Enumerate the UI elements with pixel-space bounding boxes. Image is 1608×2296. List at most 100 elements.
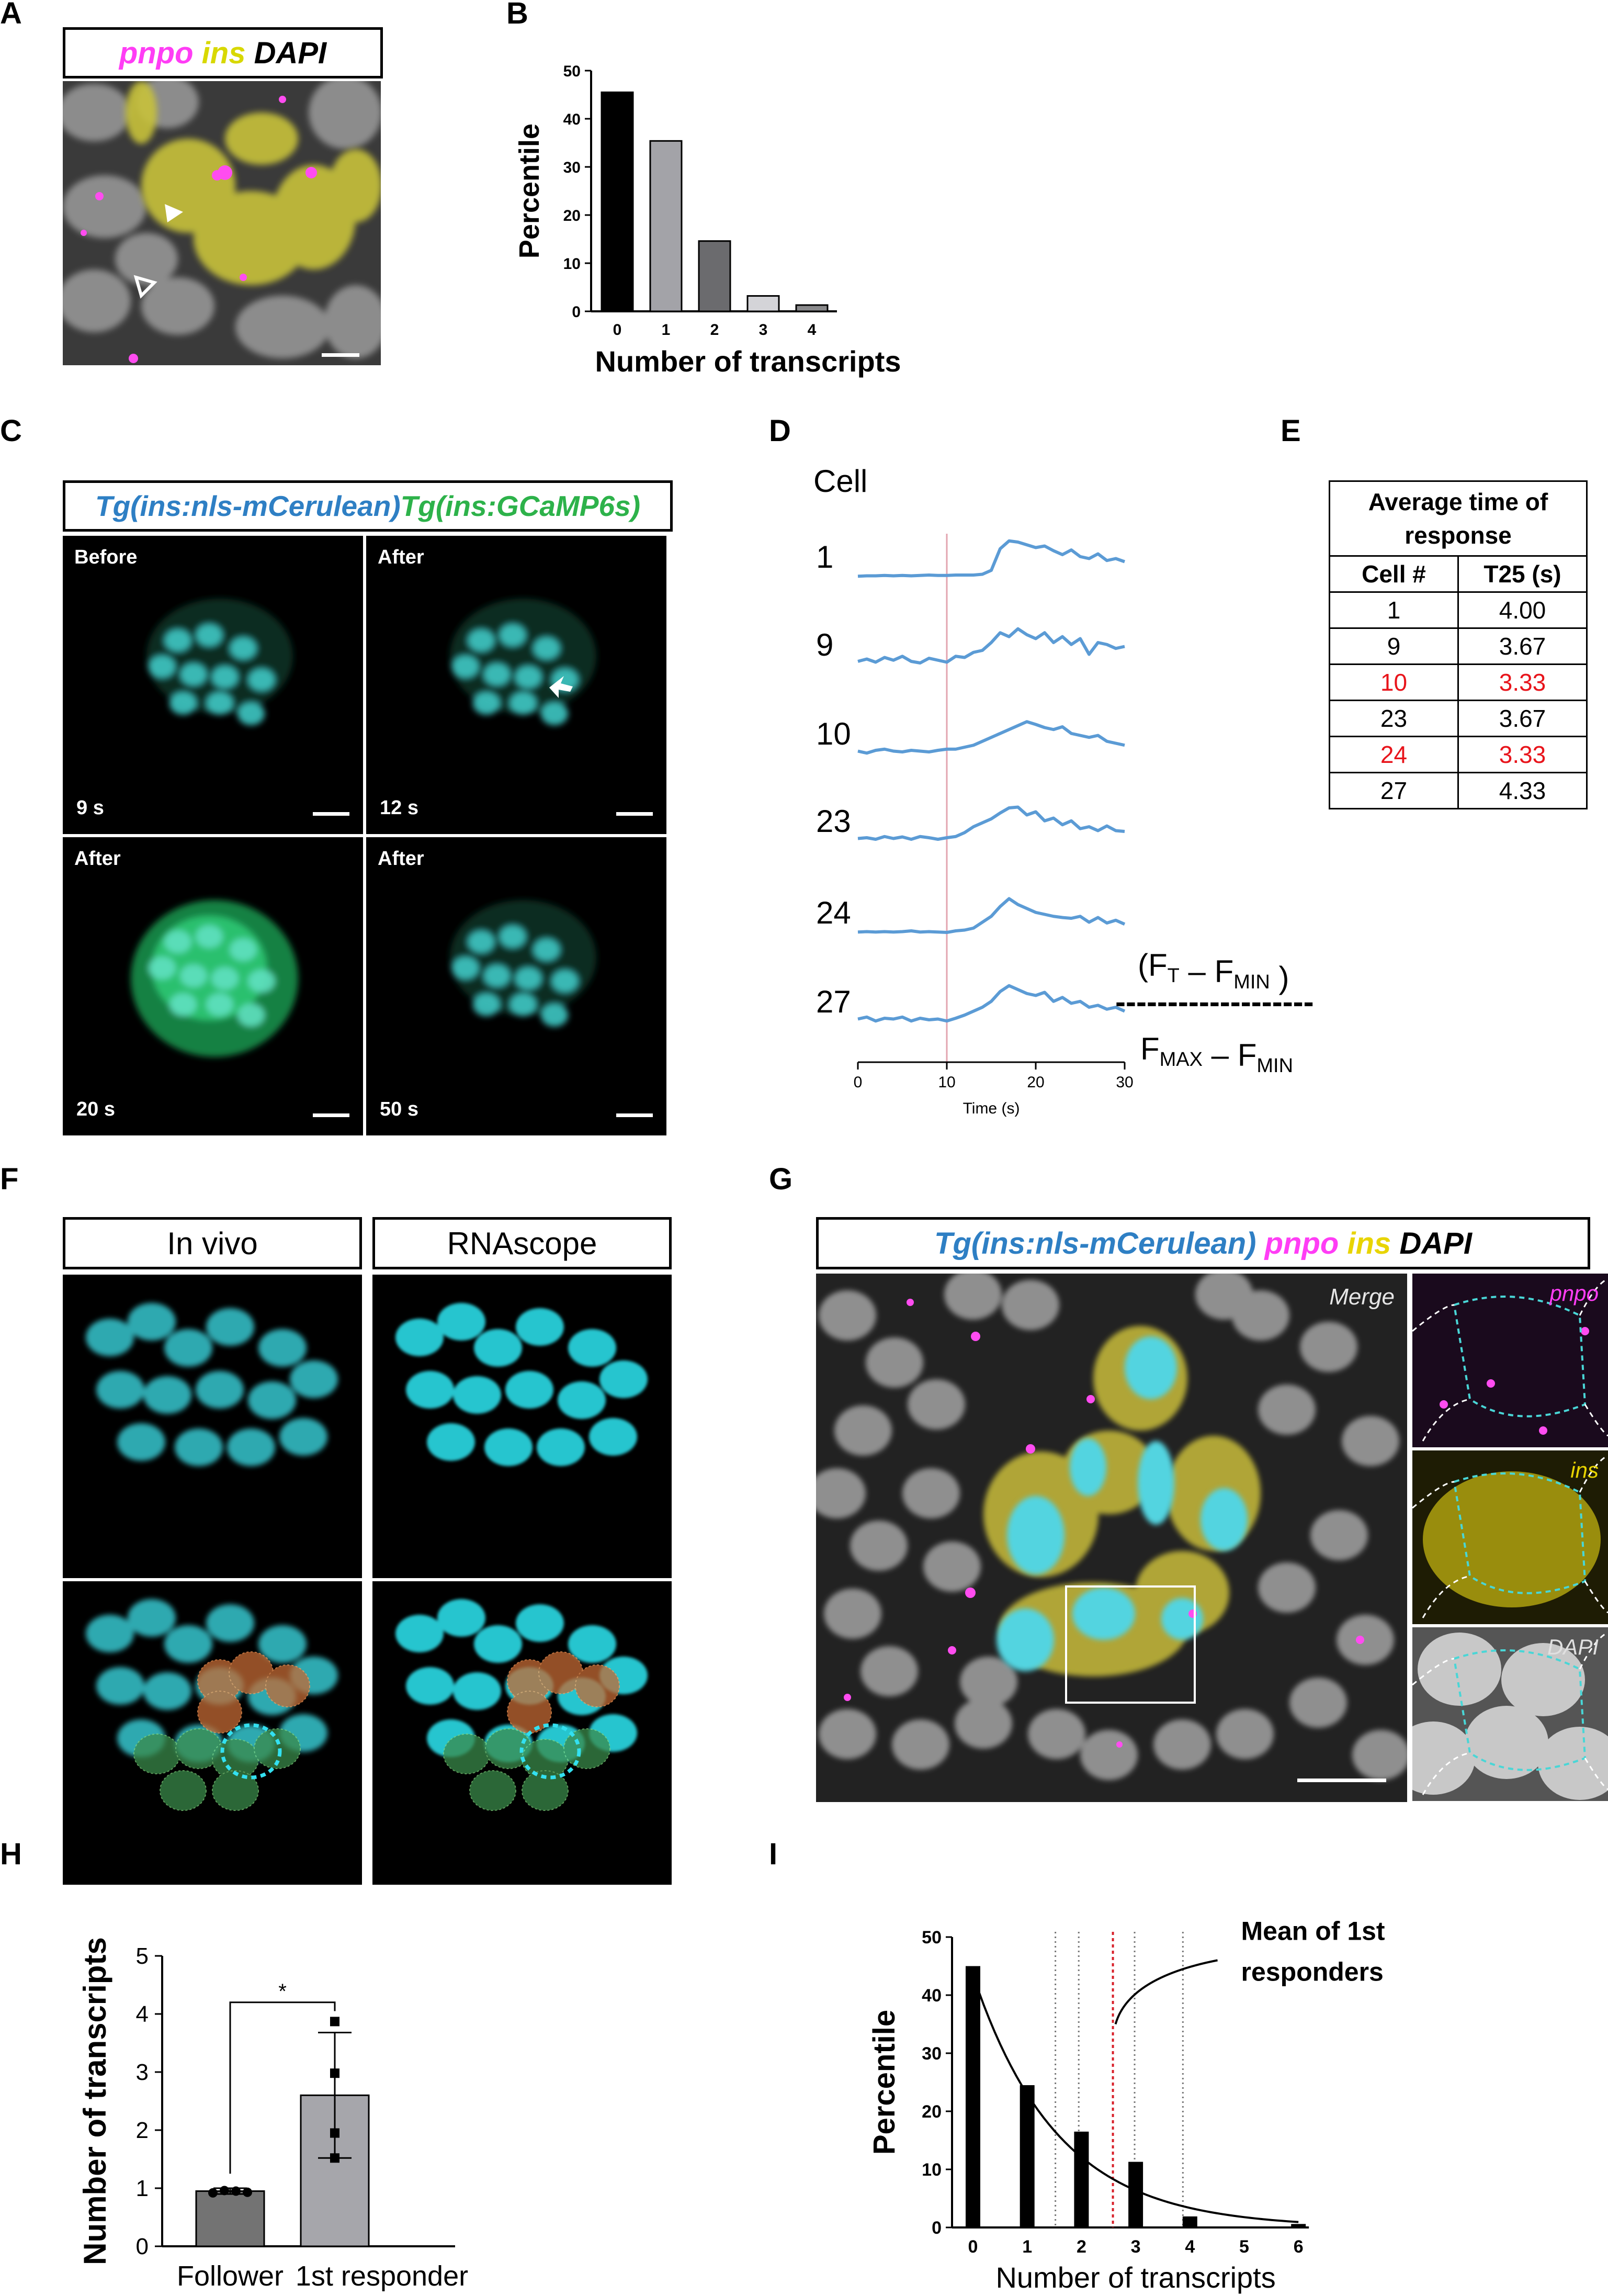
annotation-line1: Mean of 1st: [1241, 1917, 1385, 1946]
nucleus: [196, 1371, 244, 1409]
nucleus: [164, 629, 191, 652]
panel-f-image: [86, 1599, 338, 1811]
tile-state-label: Before: [74, 546, 138, 568]
nucleus: [452, 956, 479, 980]
y-tick-label: 10: [922, 2160, 942, 2180]
panel-c-tile: Before 9 s: [63, 536, 363, 834]
dapi-nucleus: [1258, 1385, 1316, 1435]
panel-c-tile: After 12 s: [366, 536, 666, 834]
nucleus: [568, 1625, 616, 1663]
pnpo-dot: [1440, 1400, 1448, 1409]
nucleus: [406, 1371, 454, 1409]
dapi-nucleus: [1412, 1721, 1475, 1795]
nucleus: [452, 655, 479, 678]
trace-line: [857, 805, 1125, 841]
tile-state-label: After: [378, 848, 424, 870]
panel-c-tile: After 50 s: [366, 837, 666, 1135]
first-responder-cell: [575, 1664, 620, 1707]
tile-time-label: 20 s: [76, 1098, 115, 1120]
y-tick-label: 40: [563, 111, 581, 128]
nuclei: [395, 1303, 648, 1466]
ins-signal: [1423, 1471, 1601, 1607]
scale-bar: [322, 353, 359, 357]
cell-id-label: 24: [816, 895, 851, 930]
nucleus: [437, 1303, 485, 1341]
follower-cell: [522, 1770, 569, 1811]
nucleus: [86, 1319, 134, 1356]
table-row: 1 4.00: [1329, 591, 1588, 629]
nucleus: [474, 1625, 522, 1663]
nucleus: [143, 1672, 191, 1710]
dapi-nucleus: [1342, 1416, 1399, 1466]
dapi-nucleus: [1216, 1709, 1274, 1759]
nucleus: [196, 925, 223, 948]
table-cell-id: 27: [1329, 772, 1459, 809]
significance-star: *: [278, 1980, 287, 2003]
scale-bar: [616, 812, 653, 816]
panel-f-tile: [63, 1581, 362, 1885]
nucleus: [258, 1329, 307, 1367]
table-cell-t25: 4.33: [1457, 772, 1588, 809]
bar: [698, 240, 731, 312]
table-title-line1: Average time of: [1368, 488, 1548, 515]
panel-f-left-title: In vivo: [63, 1217, 362, 1269]
dapi-nucleus: [824, 1589, 881, 1639]
table-cell-t25: 3.33: [1457, 736, 1588, 773]
panel-i-chart: 0 10 20 30 40 50 Percentile 0 1 2 3 4 5 6 Mean of 1st r…: [867, 1917, 1385, 2294]
nucleus: [453, 1672, 501, 1710]
panel-c-tile: After 20 s: [63, 837, 363, 1135]
nucleus: [505, 1371, 553, 1409]
nucleus: [96, 1667, 144, 1705]
panel-f-image: [86, 1303, 338, 1466]
panel-b-chart: 0 10 20 30 40 50 Percentile 0 1 2 3 4 Number of tran…: [518, 63, 901, 378]
islet-cells: [450, 599, 596, 725]
first-responder-cell: [265, 1664, 310, 1707]
neighbor-outline: [1412, 1278, 1608, 1442]
data-point: [330, 2128, 339, 2138]
pnpo-dot: [1539, 1426, 1547, 1435]
nucleus: [473, 692, 500, 715]
significance-bracket: [229, 2001, 336, 2174]
formula-numerator: (FT – FMIN ): [1138, 948, 1289, 995]
panel-a-legend: pnpo ins DAPI: [63, 27, 383, 78]
x-tick-label: 1: [662, 321, 671, 339]
tile-time-label: 9 s: [76, 797, 104, 819]
panel-f-tile: [372, 1581, 672, 1885]
response-time-table: Average time of response Cell # T25 (s) …: [1329, 480, 1588, 809]
panel-g-legend-item: Tg(ins:nls-mCerulean): [934, 1226, 1256, 1260]
dapi-nucleus: [960, 1657, 1017, 1707]
dapi-nucleus: [1465, 1706, 1548, 1779]
x-tick-label: 0: [968, 2237, 978, 2257]
panel-d-chart: Cell 1 9 10 23 24 27 0 10 20 30 Time (s) (FT – FMIN …: [813, 464, 1314, 1117]
data-point: [220, 2186, 229, 2196]
trace-line: [857, 720, 1125, 755]
panel-a-legend-item: ins: [193, 36, 246, 70]
inset-channel-label: DAPI: [1547, 1635, 1599, 1659]
panel-a-legend-item: DAPI: [245, 36, 327, 70]
panel-f-image: [395, 1303, 648, 1466]
nucleus: [541, 1004, 568, 1027]
cell-id-label: 10: [816, 716, 851, 751]
y-tick-label: 0: [136, 2234, 149, 2259]
nuclei: [86, 1303, 338, 1466]
cell-outline: [1453, 1296, 1587, 1417]
follower-cell: [160, 1770, 207, 1811]
nucleus: [258, 1625, 307, 1663]
x-category-label: Follower: [177, 2260, 284, 2292]
follower-cell: [563, 1728, 610, 1769]
nucleus: [206, 1308, 254, 1346]
panel-g-inset-image: [1412, 1455, 1608, 1618]
cell-id-label: 9: [816, 627, 833, 662]
nucleus: [509, 692, 537, 715]
table-cell-t25: 3.33: [1457, 663, 1588, 701]
x-tick-label: 4: [1185, 2237, 1195, 2257]
nucleus: [468, 930, 495, 953]
y-tick-label: 30: [563, 159, 581, 176]
nucleus: [169, 993, 197, 1016]
panel-f-tile: [372, 1275, 672, 1578]
segmented-cells: [133, 1651, 310, 1811]
dapi-nucleus: [1289, 1678, 1347, 1728]
nucleus: [290, 1360, 338, 1398]
data-point: [208, 2188, 218, 2198]
formula-part: – F: [1203, 1038, 1256, 1073]
